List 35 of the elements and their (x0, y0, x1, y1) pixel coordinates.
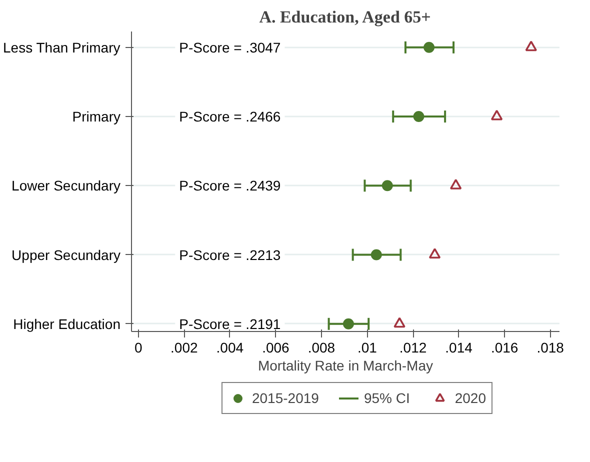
legend-label: 95% CI (364, 390, 410, 406)
x-tick-label: .018 (536, 340, 564, 356)
x-tick-label: .008 (308, 340, 336, 356)
annotation: P-Score = .2439 (179, 178, 281, 194)
y-tick-label: Lower Secundary (12, 178, 120, 194)
x-tick-label: .002 (170, 340, 198, 356)
annotation: P-Score = .2466 (179, 108, 281, 125)
x-tick-label: .012 (399, 340, 427, 356)
point (342, 318, 354, 330)
point (394, 317, 406, 328)
x-tick-label: 0 (134, 340, 142, 356)
point (370, 249, 382, 260)
x-tick-label: .004 (216, 340, 244, 356)
y-tick-label: Primary (72, 108, 121, 125)
x-tick-label: .01 (358, 340, 378, 356)
y-tick-label: Higher Education (13, 316, 121, 332)
x-tick-label: .014 (445, 340, 473, 356)
legend-label: 2020 (454, 390, 486, 406)
annotation: P-Score = .2191 (179, 316, 281, 332)
point (413, 111, 424, 122)
annotation: P-Score = .2213 (179, 246, 281, 263)
point (424, 42, 435, 53)
y-tick-label: Upper Secundary (12, 246, 120, 263)
chart-title: A. Education, Aged 65+ (259, 8, 431, 26)
legend-label: 2015-2019 (252, 390, 319, 406)
point (382, 180, 393, 192)
point (525, 40, 538, 52)
x-tick-label: .016 (490, 340, 518, 356)
x-tick-label: .006 (262, 340, 290, 356)
point (450, 178, 462, 190)
x-axis-title: Mortality Rate in March-May (258, 358, 434, 374)
y-tick-label: Less Than Primary (3, 39, 120, 56)
point (428, 248, 441, 259)
point (490, 110, 503, 120)
annotation: P-Score = .3047 (179, 39, 281, 56)
